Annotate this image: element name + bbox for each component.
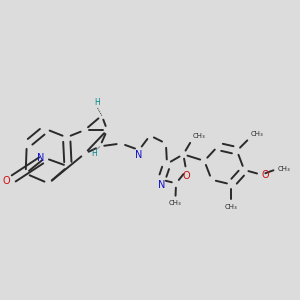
Text: CH₃: CH₃ bbox=[278, 166, 290, 172]
Text: O: O bbox=[261, 169, 269, 180]
Text: CH₃: CH₃ bbox=[192, 133, 205, 139]
Text: CH₃: CH₃ bbox=[169, 200, 182, 206]
Text: H: H bbox=[94, 98, 100, 107]
Text: O: O bbox=[2, 176, 10, 186]
Text: CH₃: CH₃ bbox=[250, 131, 263, 137]
Text: N: N bbox=[135, 150, 143, 160]
Text: N: N bbox=[158, 180, 165, 190]
Text: O: O bbox=[182, 171, 190, 181]
Text: H: H bbox=[91, 149, 97, 158]
Text: CH₃: CH₃ bbox=[225, 204, 238, 210]
Text: N: N bbox=[38, 153, 45, 163]
